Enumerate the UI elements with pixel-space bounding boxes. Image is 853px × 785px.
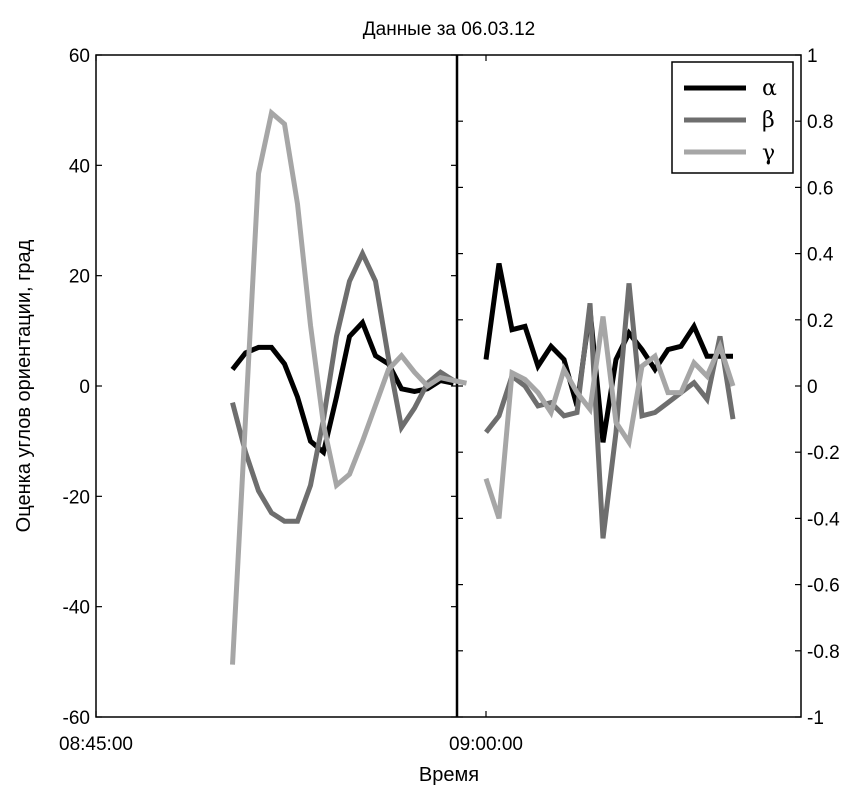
right-tick-label: -0.6 [807, 576, 840, 597]
right-tick-label: 0.4 [807, 245, 834, 266]
series-line-alpha-right [483, 263, 733, 443]
legend-label-alpha: α [762, 76, 777, 101]
series-layer [230, 108, 736, 665]
right-tick-label: 0.2 [807, 311, 833, 332]
left-tick-label: 40 [69, 156, 90, 177]
right-tick-label: 1 [807, 46, 818, 67]
right-tick-label: 0 [807, 377, 818, 398]
x-tick-label: 09:00:00 [449, 734, 523, 755]
series-line-gamma-left [230, 108, 468, 665]
legend: α β γ [671, 61, 794, 174]
series-line-gamma-right [483, 316, 736, 520]
right-y-axis: -1 -0.8 -0.6 -0.4 -0.2 0 0.2 0.4 0.6 0.8 1 [457, 46, 840, 729]
chart-title: Данные за 06.03.12 [363, 19, 535, 40]
right-tick-label: 0.8 [807, 112, 833, 133]
left-y-axis: -60 -40 -20 0 20 40 60 [63, 46, 457, 729]
series-line-beta-left [230, 247, 455, 524]
left-tick-label: 60 [69, 46, 90, 67]
x-tick-label: 08:45:00 [59, 734, 133, 755]
right-tick-label: -0.8 [807, 642, 840, 663]
right-tick-label: -0.2 [807, 443, 840, 464]
right-tick-label: -1 [807, 708, 824, 729]
x-axis: 08:45:00 09:00:00 [59, 55, 523, 755]
x-axis-label: Время [419, 764, 479, 785]
legend-label-gamma: γ [762, 141, 775, 166]
legend-label-beta: β [762, 108, 775, 133]
series-line-beta-right [484, 283, 736, 539]
series-line-alpha-left [230, 318, 455, 457]
left-tick-label: -40 [63, 598, 90, 619]
left-tick-label: 0 [79, 377, 90, 398]
right-tick-label: 0.6 [807, 178, 833, 199]
left-tick-label: -60 [63, 708, 90, 729]
left-tick-label: -20 [63, 487, 90, 508]
y-axis-label: Оценка углов ориентации, град [13, 239, 35, 532]
right-tick-label: -0.4 [807, 509, 840, 530]
left-tick-label: 20 [69, 267, 90, 288]
